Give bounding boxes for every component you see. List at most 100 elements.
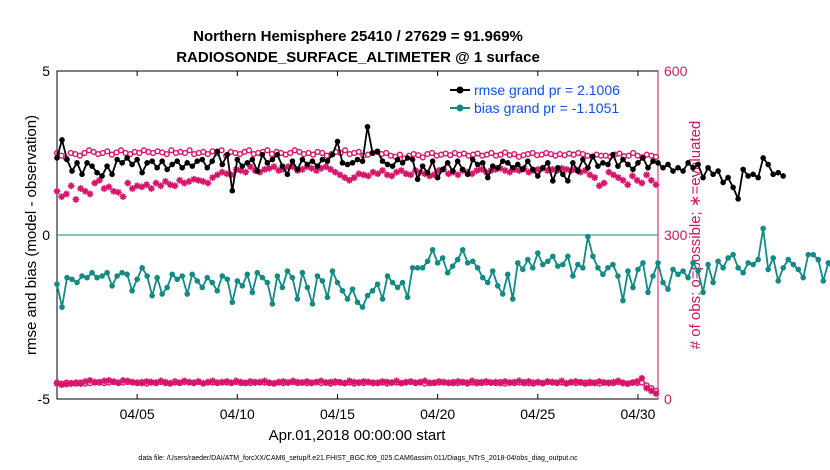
rmse-point bbox=[755, 174, 761, 181]
obs-evaluated-marker bbox=[548, 166, 556, 173]
obs-bottom-evaluated-marker bbox=[459, 378, 467, 386]
rmse-point bbox=[419, 163, 426, 169]
obs-bottom-evaluated-marker bbox=[562, 379, 570, 387]
obs-bottom-evaluated-marker bbox=[619, 379, 627, 387]
obs-evaluated-marker bbox=[242, 168, 250, 176]
bias-point bbox=[595, 265, 601, 271]
chart-title-line1: Northern Hemisphere 25410 / 27629 = 91.9… bbox=[193, 28, 523, 45]
rmse-point bbox=[565, 178, 571, 184]
obs-possible-marker bbox=[264, 147, 271, 154]
bias-point bbox=[620, 297, 626, 304]
rmse-point bbox=[529, 166, 536, 173]
bias-point bbox=[800, 274, 807, 281]
bias-point bbox=[329, 268, 336, 274]
obs-evaluated-marker bbox=[478, 166, 485, 173]
obs-bottom-evaluated-marker bbox=[586, 378, 594, 386]
bias-point bbox=[705, 261, 711, 268]
rmse-point bbox=[259, 151, 266, 158]
rmse-point bbox=[59, 137, 65, 143]
obs-evaluated-marker bbox=[633, 176, 641, 184]
rmse-point bbox=[179, 164, 186, 171]
bias-point bbox=[755, 256, 761, 263]
obs-bottom-evaluated-marker bbox=[468, 377, 476, 385]
rmse-point bbox=[710, 171, 716, 178]
obs-bottom-evaluated-marker bbox=[652, 390, 660, 397]
obs-possible-marker bbox=[186, 147, 193, 154]
bias-point bbox=[474, 265, 481, 271]
rmse-point bbox=[64, 156, 70, 163]
obs-bottom-evaluated-marker bbox=[374, 379, 382, 386]
bias-point bbox=[319, 278, 326, 284]
bias-point bbox=[484, 279, 491, 286]
obs-evaluated-marker bbox=[228, 171, 235, 179]
obs-evaluated-marker bbox=[114, 188, 122, 196]
obs-bottom-evaluated-marker bbox=[228, 379, 235, 386]
bias-point bbox=[249, 289, 256, 296]
rmse-point bbox=[269, 156, 276, 163]
obs-evaluated-marker bbox=[86, 190, 94, 198]
obs-bottom-evaluated-marker bbox=[463, 379, 471, 386]
bias-point bbox=[434, 260, 441, 266]
obs-bottom-evaluated-marker bbox=[539, 379, 547, 387]
legend-bias-label: bias grand pr = -1.1051 bbox=[474, 100, 619, 116]
obs-evaluated-marker bbox=[595, 182, 603, 190]
bias-point bbox=[419, 265, 426, 271]
obs-bottom-evaluated-marker bbox=[605, 379, 613, 387]
rmse-point bbox=[449, 168, 456, 174]
rmse-point bbox=[775, 169, 781, 176]
obs-possible-marker bbox=[625, 152, 632, 159]
rmse-point bbox=[284, 171, 291, 178]
rmse-point bbox=[635, 160, 641, 166]
rmse-point bbox=[630, 166, 636, 173]
obs-possible-marker bbox=[630, 149, 637, 157]
bias-point bbox=[545, 258, 551, 265]
obs-bottom-evaluated-marker bbox=[577, 379, 584, 386]
rmse-point bbox=[89, 163, 95, 169]
obs-bottom-evaluated-marker bbox=[190, 379, 198, 386]
rmse-point bbox=[765, 161, 771, 168]
obs-possible-marker bbox=[81, 149, 88, 157]
bias-point bbox=[479, 274, 486, 281]
obs-evaluated-marker bbox=[91, 179, 99, 187]
bias-point bbox=[414, 265, 421, 271]
rmse-point bbox=[429, 158, 436, 164]
obs-evaluated-marker bbox=[223, 170, 231, 178]
bias-point bbox=[224, 276, 231, 283]
bias-point bbox=[289, 274, 296, 281]
obs-bottom-evaluated-marker bbox=[58, 381, 66, 389]
bias-point bbox=[514, 260, 521, 266]
obs-bottom-evaluated-marker bbox=[275, 378, 283, 386]
bias-point bbox=[645, 289, 651, 296]
obs-bottom-evaluated-marker bbox=[473, 379, 481, 387]
obs-evaluated-marker bbox=[393, 168, 400, 176]
obs-bottom-evaluated-marker bbox=[360, 378, 367, 385]
bias-point bbox=[164, 284, 170, 291]
obs-bottom-evaluated-marker bbox=[232, 377, 240, 385]
obs-evaluated-marker bbox=[407, 171, 415, 179]
bias-point bbox=[299, 269, 306, 276]
rmse-point bbox=[469, 156, 476, 163]
obs-evaluated-marker bbox=[100, 185, 108, 192]
y-right-label: # of obs: o=possible; ∗=evaluated bbox=[687, 121, 704, 350]
obs-evaluated-marker bbox=[515, 167, 523, 174]
rmse-point bbox=[514, 161, 521, 168]
obs-bottom-evaluated-marker bbox=[397, 379, 405, 387]
rmse-point bbox=[279, 163, 286, 169]
rmse-point bbox=[104, 163, 110, 169]
rmse-point bbox=[404, 155, 411, 161]
obs-bottom-evaluated-marker bbox=[355, 379, 363, 386]
rmse-point bbox=[570, 160, 576, 166]
bias-point bbox=[795, 266, 802, 273]
x-tick-label: 04/05 bbox=[120, 406, 155, 422]
obs-evaluated-marker bbox=[534, 166, 542, 173]
x-tick-label: 04/30 bbox=[620, 406, 655, 422]
rmse-point bbox=[575, 168, 581, 174]
obs-bottom-evaluated-marker bbox=[553, 379, 561, 386]
bias-point bbox=[229, 299, 236, 306]
obs-bottom-evaluated-marker bbox=[284, 379, 292, 386]
rmse-point bbox=[464, 171, 471, 178]
obs-bottom-evaluated-marker bbox=[327, 378, 334, 386]
bias-point bbox=[199, 284, 206, 291]
obs-possible-marker bbox=[163, 150, 170, 158]
rmse-point bbox=[509, 164, 516, 171]
